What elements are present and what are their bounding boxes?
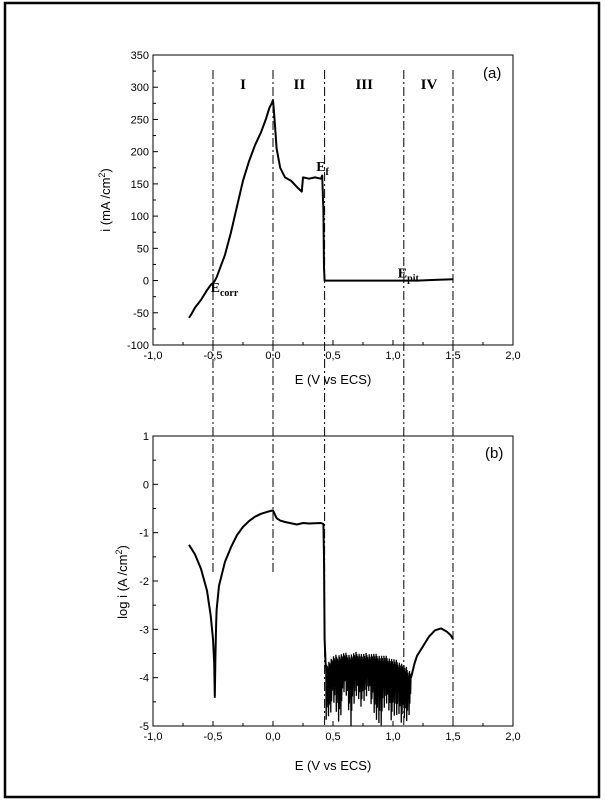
annotation-ecorr-main: E	[211, 281, 220, 296]
annotation-ef-sub: f	[326, 167, 330, 178]
y-axis-title-a-end: )	[98, 168, 113, 172]
panel-connectors	[212, 70, 454, 726]
y-tick-label: -2	[139, 576, 149, 588]
annotation-ecorr-sub: corr	[220, 288, 239, 299]
y-axis-title-a-main: i (mA /cm	[98, 178, 113, 232]
x-tick-label: 2,0	[505, 731, 520, 743]
axis-ticks-b: -1,0 -0,5 0,0 0,5 1,0 1,5 2,0 -5 -4 -3 -2 -1 0 1	[139, 431, 520, 743]
y-tick-label: 1	[143, 431, 149, 443]
x-tick-label: 0,5	[325, 350, 340, 362]
y-tick-label: 0	[143, 479, 149, 491]
panel-label-b: (b)	[485, 445, 503, 462]
x-tick-label: -0,5	[204, 731, 223, 743]
panel-a: -1,0 -0,5 0,0 0,5 1,0 1,5 2,0-100-500501001502…	[97, 50, 521, 387]
axis-ticks-a: -1,0 -0,5 0,0 0,5 1,0 1,5 2,0-100-500501001502…	[127, 50, 521, 362]
y-tick-label: -5	[139, 721, 149, 733]
annotation-ef: Ef	[316, 160, 329, 178]
series-group-a	[188, 99, 454, 319]
x-tick-label: -1,0	[144, 350, 163, 362]
x-tick-label: 0,5	[325, 731, 340, 743]
x-tick-label: 0,0	[265, 731, 280, 743]
y-axis-title-a-sup: 2	[97, 173, 107, 178]
panel-label-a: (a)	[483, 65, 501, 82]
y-tick-label: -3	[139, 624, 149, 636]
y-tick-label: -100	[127, 340, 149, 352]
region-label: IV	[421, 77, 438, 93]
y-tick-label: 300	[131, 82, 149, 94]
polarization-curve-a	[188, 99, 454, 319]
y-tick-label: 250	[131, 114, 149, 126]
x-tick-label: 1,0	[385, 731, 400, 743]
y-tick-label: -50	[133, 308, 149, 320]
region-guides-a: I II III IV	[240, 77, 437, 93]
log-curve-noise	[325, 651, 412, 726]
series-group-b	[188, 509, 454, 726]
x-tick-label: 1,0	[385, 350, 400, 362]
region-label: II	[294, 77, 306, 93]
y-tick-label: 200	[131, 147, 149, 159]
y-tick-label: -4	[139, 673, 149, 685]
log-curve-pitting	[410, 627, 454, 678]
x-axis-title-a: E (V vs ECS)	[295, 372, 372, 387]
region-label: III	[355, 77, 373, 93]
annotation-ef-main: E	[316, 160, 325, 175]
x-tick-label: 1,5	[445, 350, 460, 362]
annotation-ecorr: Ecorr	[211, 281, 239, 299]
x-tick-label: 1,5	[445, 731, 460, 743]
x-tick-label: 2,0	[505, 350, 520, 362]
y-tick-label: 100	[131, 211, 149, 223]
panel-b: -1,0 -0,5 0,0 0,5 1,0 1,5 2,0-5-4-3-2-101 (b) …	[114, 431, 521, 773]
log-curve-active	[188, 509, 327, 698]
y-tick-label: 350	[131, 50, 149, 62]
y-axis-title-b-sup: 2	[114, 550, 124, 555]
y-axis-title-b-end: )	[115, 545, 130, 549]
plot-frame-a	[152, 54, 514, 346]
region-label: I	[240, 77, 246, 93]
y-axis-title-a: i (mA /cm2)	[97, 168, 113, 232]
x-tick-label: -1,0	[144, 731, 163, 743]
annotation-epit-sub: pit	[407, 273, 419, 284]
y-tick-label: 50	[137, 243, 149, 255]
y-axis-title-b-main: log i (A /cm	[115, 555, 130, 619]
y-axis-title-b: log i (A /cm2)	[114, 545, 130, 619]
annotation-epit: Epit	[398, 266, 420, 284]
y-tick-label: -1	[139, 528, 149, 540]
annotation-epit-main: E	[398, 266, 407, 281]
x-axis-title-b: E (V vs ECS)	[295, 758, 372, 773]
y-tick-label: 0	[143, 276, 149, 288]
y-tick-label: 150	[131, 179, 149, 191]
figure-border	[3, 1, 601, 799]
